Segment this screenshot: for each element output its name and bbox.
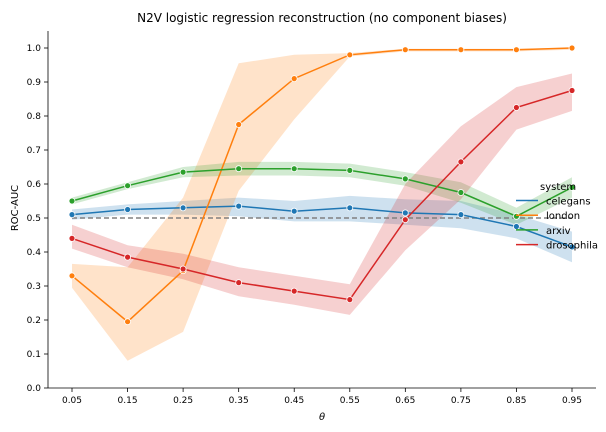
y-tick-label: 0.1 (27, 350, 41, 360)
data-point-london (513, 46, 520, 54)
x-axis-label: θ (319, 412, 325, 423)
data-point-celegans (568, 243, 576, 251)
data-point-arxiv (457, 189, 465, 196)
ci-bands (72, 48, 572, 361)
data-point-london (346, 51, 354, 59)
ci-band-london (72, 48, 572, 361)
data-point-drosophila (124, 253, 131, 261)
data-point-celegans (235, 202, 243, 210)
data-point-arxiv (68, 197, 76, 205)
data-point-celegans (513, 223, 520, 230)
y-tick-label: 0.5 (27, 214, 41, 224)
y-tick-label: 0.2 (27, 316, 41, 326)
series-line-london (71, 47, 573, 323)
data-point-drosophila (179, 265, 187, 273)
x-tick-label: 0.25 (173, 396, 193, 406)
legend-label-drosophila: drosophila (546, 241, 598, 252)
x-tick-label: 0.95 (562, 396, 582, 406)
data-point-celegans (290, 207, 298, 215)
legend-label-arxiv: arxiv (546, 226, 571, 237)
data-point-london (457, 46, 465, 54)
data-point-arxiv (346, 166, 354, 174)
y-tick-label: 1.0 (27, 44, 42, 54)
x-tick-label: 0.85 (506, 396, 526, 406)
ci-band-celegans (72, 195, 572, 263)
data-point-arxiv (568, 183, 576, 191)
series-line-drosophila (71, 89, 573, 301)
data-point-drosophila (290, 287, 298, 295)
data-point-celegans (401, 209, 409, 217)
data-point-drosophila (68, 234, 76, 242)
data-point-arxiv (401, 175, 409, 183)
legend: system celegans london arxiv drosophila (516, 182, 598, 252)
data-point-london (68, 272, 76, 280)
data-point-drosophila (513, 104, 520, 111)
y-tick-label: 0.3 (27, 282, 41, 292)
y-tick-label: 0.4 (27, 248, 42, 258)
legend-label-celegans: celegans (546, 197, 591, 208)
data-point-celegans (346, 204, 354, 212)
data-point-arxiv (513, 212, 520, 220)
data-point-celegans (179, 204, 187, 212)
x-tick-label: 0.75 (451, 396, 471, 406)
data-point-london (124, 318, 131, 326)
data-point-celegans (457, 211, 465, 219)
x-tick-label: 0.65 (395, 396, 415, 406)
x-tick-label: 0.05 (62, 396, 82, 406)
legend-title: system (540, 182, 576, 193)
data-point-london (568, 44, 576, 52)
ci-band-drosophila (72, 73, 572, 315)
data-point-drosophila (346, 296, 354, 304)
y-tick-label: 0.0 (27, 384, 42, 394)
data-point-drosophila (457, 158, 465, 166)
y-axis-label: ROC-AUC (10, 185, 21, 231)
y-tick-label: 0.9 (27, 78, 42, 88)
chart-title: N2V logistic regression reconstruction (… (137, 11, 507, 25)
data-point-celegans (124, 206, 131, 213)
data-point-arxiv (124, 182, 131, 190)
series-points (68, 44, 576, 326)
data-point-celegans (68, 211, 76, 219)
series-line-arxiv (71, 167, 573, 218)
axes: 0.0 0.1 0.2 0.3 0.4 0.5 0.6 0.7 0.8 0.9 1.0 0.05 0.1… (27, 31, 596, 406)
data-point-arxiv (179, 168, 187, 176)
data-point-london (290, 75, 298, 82)
x-tick-label: 0.55 (340, 396, 360, 406)
x-tick-label: 0.45 (284, 396, 304, 406)
y-tick-label: 0.8 (27, 112, 42, 122)
data-point-drosophila (235, 279, 243, 287)
series-line-celegans (71, 205, 573, 248)
data-point-drosophila (401, 216, 409, 224)
data-point-london (401, 46, 409, 54)
y-tick-label: 0.6 (27, 180, 42, 190)
legend-label-london: london (546, 211, 580, 222)
data-point-arxiv (290, 165, 298, 173)
x-tick-label: 0.35 (229, 396, 249, 406)
data-point-arxiv (235, 165, 243, 173)
x-tick-label: 0.15 (118, 396, 138, 406)
data-point-drosophila (568, 87, 576, 94)
series-lines (71, 47, 573, 323)
data-point-london (235, 121, 243, 128)
y-tick-label: 0.7 (27, 146, 41, 156)
